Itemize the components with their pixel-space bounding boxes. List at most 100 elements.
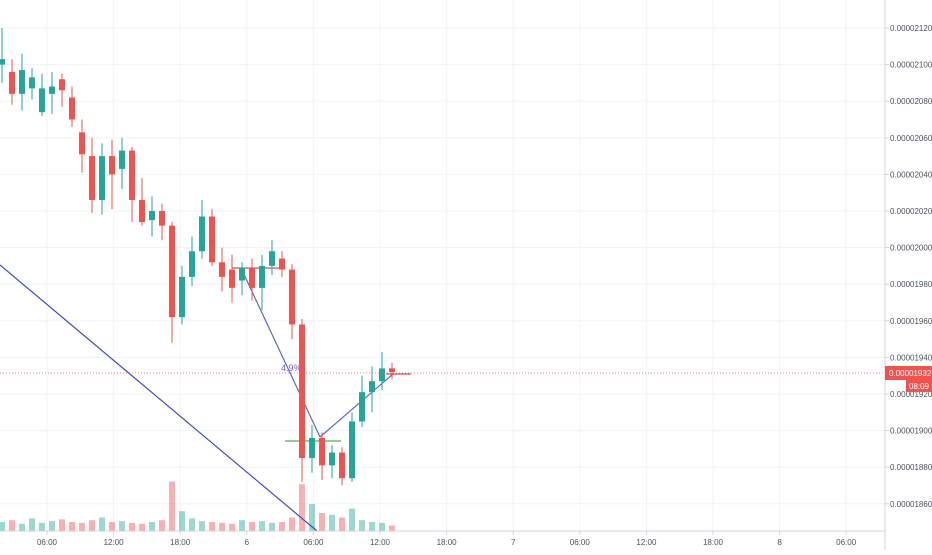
candle-body bbox=[319, 437, 325, 466]
candle-body bbox=[139, 200, 145, 222]
measure-line-down[interactable] bbox=[240, 267, 321, 438]
volume-bar bbox=[269, 522, 275, 531]
candle-body bbox=[209, 216, 215, 263]
candle bbox=[269, 240, 275, 276]
candle bbox=[289, 264, 295, 340]
y-tick-label: 0.00001940 bbox=[890, 353, 932, 362]
x-axis-ticks[interactable]: 06:00 12:00 18:00 6 06:00 12:00 18:00 7 06:00 12:… bbox=[37, 531, 857, 547]
volume-bar bbox=[139, 523, 145, 531]
candle bbox=[369, 366, 375, 413]
candle bbox=[259, 254, 265, 310]
volume-bar bbox=[339, 517, 345, 531]
candle bbox=[169, 221, 175, 343]
x-tick-label: 12:00 bbox=[370, 538, 391, 547]
candle-body bbox=[119, 150, 125, 169]
candle bbox=[0, 28, 5, 83]
candle-body bbox=[129, 150, 135, 201]
candle-body bbox=[249, 267, 255, 288]
candle bbox=[219, 247, 225, 292]
volume-bar bbox=[69, 522, 75, 531]
candle bbox=[49, 71, 55, 115]
drawings[interactable]: 4.9% bbox=[0, 264, 411, 532]
current-price-tag-bg bbox=[885, 366, 932, 380]
candle bbox=[239, 262, 245, 296]
candle bbox=[9, 59, 15, 105]
volume-bar bbox=[159, 520, 165, 531]
y-tick-label: 0.00002080 bbox=[890, 97, 932, 106]
candle bbox=[379, 351, 385, 391]
current-price-tag[interactable]: 0.00001932 08:09 bbox=[885, 366, 932, 392]
y-tick-label: 0.00001960 bbox=[890, 317, 932, 326]
x-tick-label: 18:00 bbox=[170, 538, 191, 547]
y-tick-label: 0.00002040 bbox=[890, 170, 932, 179]
candle bbox=[339, 447, 345, 486]
candle-body bbox=[109, 156, 115, 175]
volume-bar bbox=[279, 522, 285, 531]
candle bbox=[389, 362, 395, 380]
candle bbox=[249, 258, 255, 301]
volume-bar bbox=[289, 517, 295, 531]
volume-bar bbox=[0, 522, 5, 531]
volume-bar bbox=[359, 520, 365, 531]
y-tick-label: 0.00002020 bbox=[890, 207, 932, 216]
candle bbox=[79, 119, 85, 173]
candle-body bbox=[229, 269, 235, 288]
candle-body bbox=[349, 421, 355, 479]
volume-bars bbox=[0, 481, 395, 531]
volume-bar bbox=[99, 517, 105, 531]
candle-body bbox=[389, 368, 395, 373]
x-tick-label: 6 bbox=[245, 538, 250, 547]
candle bbox=[69, 86, 75, 127]
x-tick-label: 12:00 bbox=[636, 538, 657, 547]
x-tick-label: 06:00 bbox=[836, 538, 857, 547]
candle bbox=[209, 209, 215, 266]
candle-body bbox=[59, 79, 65, 91]
axes bbox=[0, 0, 886, 550]
candle-body bbox=[159, 211, 165, 226]
measure-line-up[interactable] bbox=[319, 373, 394, 438]
candle-body bbox=[369, 381, 375, 393]
y-axis-ticks[interactable]: 0.00002120 0.00002100 0.00002080 0.00002060… bbox=[885, 24, 932, 509]
x-tick-label: 7 bbox=[511, 538, 516, 547]
x-tick-label: 18:00 bbox=[703, 538, 724, 547]
candle bbox=[89, 137, 95, 213]
candle bbox=[179, 265, 185, 325]
measure-percent-label: 4.9% bbox=[281, 363, 302, 373]
grid bbox=[0, 0, 885, 531]
candle-body bbox=[49, 86, 55, 94]
trendline[interactable] bbox=[0, 264, 318, 532]
candle bbox=[199, 200, 205, 259]
volume-bar bbox=[79, 522, 85, 531]
candle bbox=[309, 425, 315, 473]
candle-body bbox=[79, 132, 85, 155]
volume-bar bbox=[119, 521, 125, 531]
x-tick-label: 06:00 bbox=[37, 538, 58, 547]
volume-bar bbox=[169, 481, 175, 531]
candle-body bbox=[219, 262, 225, 277]
x-tick-label: 06:00 bbox=[303, 538, 324, 547]
candle bbox=[159, 203, 165, 241]
volume-bar bbox=[9, 520, 15, 531]
candle-body bbox=[39, 88, 45, 113]
volume-bar bbox=[129, 522, 135, 531]
candle-body bbox=[309, 437, 315, 459]
y-tick-label: 0.00001860 bbox=[890, 500, 932, 509]
candle bbox=[329, 445, 335, 479]
candle bbox=[299, 318, 305, 482]
candle bbox=[29, 68, 35, 100]
candle bbox=[109, 139, 115, 210]
candle-body bbox=[199, 216, 205, 252]
y-tick-label: 0.00002000 bbox=[890, 244, 932, 253]
candle bbox=[119, 137, 125, 190]
volume-bar bbox=[259, 521, 265, 531]
candle bbox=[229, 254, 235, 303]
volume-bar bbox=[319, 513, 325, 531]
candle-body bbox=[339, 452, 345, 479]
countdown-label: 08:09 bbox=[909, 382, 930, 391]
volume-bar bbox=[309, 504, 315, 531]
volume-bar bbox=[89, 520, 95, 531]
volume-bar bbox=[149, 522, 155, 531]
candle bbox=[349, 412, 355, 482]
